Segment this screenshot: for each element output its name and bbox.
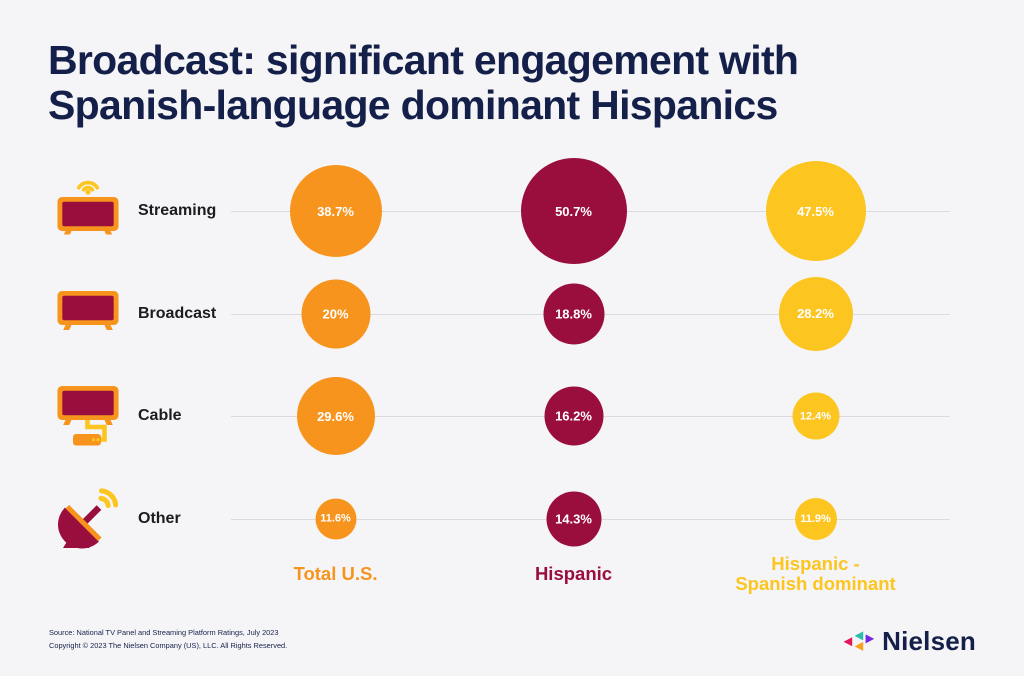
series-label-line: Total U.S. <box>293 563 378 584</box>
bubble-cable-series2: 16.2% <box>544 386 603 446</box>
bubble-broadcast-series2: 18.8% <box>543 283 604 344</box>
streaming-tv-icon <box>56 175 122 240</box>
chart-title-line1: Broadcast: significant engagement with <box>48 37 799 83</box>
row-label-streaming: Streaming <box>138 202 217 219</box>
bubble-other-series3: 11.9% <box>794 497 837 540</box>
bubble-other-series2: 14.3% <box>546 491 601 546</box>
bubble-cable-series3: 12.4% <box>792 392 839 440</box>
bubble-value: 14.3% <box>555 511 592 526</box>
bubble-streaming-series1: 38.7% <box>289 165 382 257</box>
series-label-series3: Hispanic - Spanish dominant <box>701 554 931 593</box>
bubble-value: 50.7% <box>555 203 592 219</box>
bubble-streaming-series2: 50.7% <box>520 158 627 264</box>
bubble-value: 47.5% <box>797 203 834 219</box>
nielsen-logo-mark-icon <box>843 631 875 651</box>
row-label-cable: Cable <box>138 407 182 424</box>
bubble-value: 16.2% <box>555 408 592 424</box>
copyright-note: Copyright © 2023 The Nielsen Company (US… <box>49 640 288 650</box>
bubble-other-series1: 11.6% <box>315 498 356 539</box>
series-label-line: Hispanic <box>534 563 613 584</box>
bubble-broadcast-series1: 20% <box>301 279 370 348</box>
bubble-broadcast-series3: 28.2% <box>778 276 853 351</box>
bubble-cable-series1: 29.6% <box>296 377 375 455</box>
bubble-value: 12.4% <box>799 410 832 422</box>
bubble-value: 29.6% <box>317 408 354 424</box>
bubble-value: 38.7% <box>317 203 354 219</box>
footer-notes: Source: National TV Panel and Streaming … <box>49 627 287 652</box>
row-label-other: Other <box>138 509 181 527</box>
chart-title: Broadcast: significant engagement with S… <box>48 37 799 128</box>
bubble-value: 20% <box>322 306 349 321</box>
bubble-value: 18.8% <box>555 306 592 321</box>
satellite-dish-icon <box>56 485 122 556</box>
series-label-series2: Hispanic <box>459 564 689 584</box>
bubble-streaming-series3: 47.5% <box>765 161 866 261</box>
bubble-value: 11.6% <box>320 512 351 525</box>
row-label-broadcast: Broadcast <box>138 304 217 322</box>
series-label-line: Hispanic - <box>771 553 860 574</box>
cable-tv-icon <box>56 384 122 453</box>
bubble-value: 11.9% <box>800 512 831 525</box>
source-note: Source: National TV Panel and Streaming … <box>49 628 279 637</box>
nielsen-logo: Nielsen <box>843 626 976 657</box>
chart-title-line2: Spanish-language dominant Hispanics <box>48 82 778 128</box>
bubble-value: 28.2% <box>797 306 834 321</box>
nielsen-logo-wordmark: Nielsen <box>882 626 976 656</box>
series-label-series1: Total U.S. <box>221 564 451 584</box>
series-label-line: Spanish dominant <box>735 572 896 594</box>
broadcast-tv-icon <box>56 289 122 338</box>
